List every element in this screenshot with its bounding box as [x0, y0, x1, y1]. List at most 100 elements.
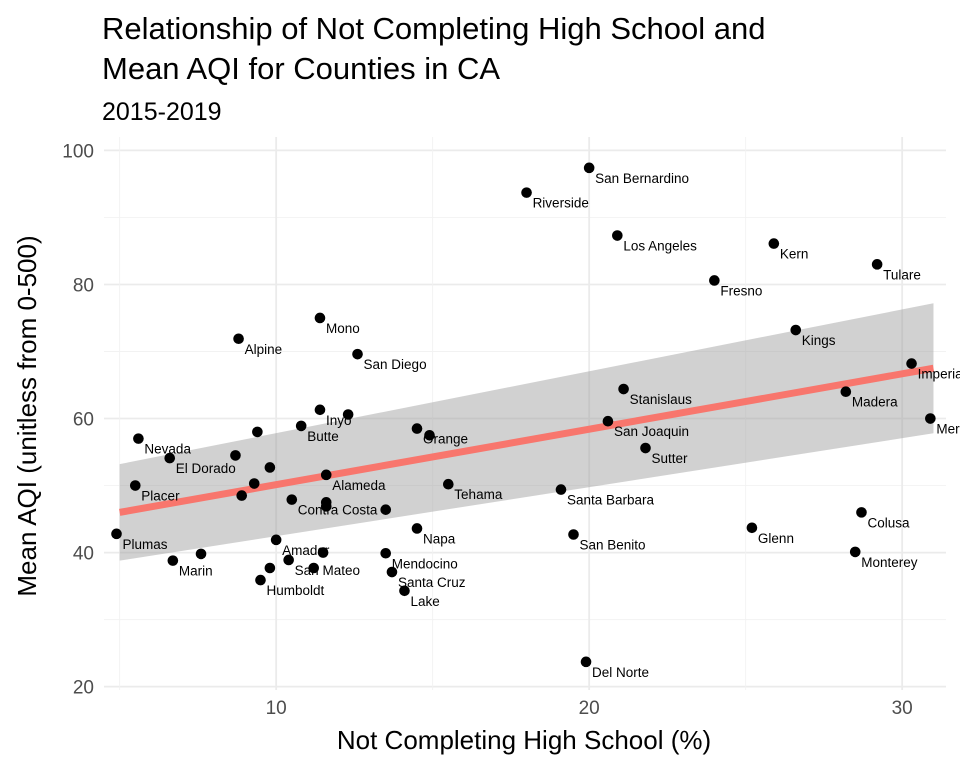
data-point — [167, 555, 179, 566]
y-axis-ticks: 20 40 60 80 100 — [62, 141, 94, 698]
data-point — [602, 415, 614, 427]
data-point — [768, 238, 780, 249]
data-point — [380, 547, 392, 559]
point-label: Orange — [423, 432, 468, 447]
point-label: Nevada — [144, 442, 191, 457]
data-point — [252, 426, 263, 438]
data-point — [612, 230, 623, 241]
data-point — [849, 546, 861, 558]
data-point — [386, 566, 398, 578]
point-label: Tulare — [883, 267, 921, 282]
y-tick-label: 100 — [62, 141, 94, 162]
data-point — [308, 562, 320, 574]
data-point — [443, 478, 454, 490]
data-point — [283, 554, 294, 566]
data-point — [320, 501, 332, 512]
x-tick-label: 30 — [892, 698, 913, 719]
point-label: San Benito — [580, 537, 646, 552]
data-point — [411, 523, 423, 534]
data-point — [133, 433, 144, 444]
point-label: Contra Costa — [298, 503, 378, 518]
point-label: Fresno — [720, 283, 762, 298]
data-point — [111, 528, 122, 540]
data-point — [230, 450, 241, 461]
y-tick-label: 80 — [73, 275, 94, 296]
data-point — [380, 504, 392, 515]
point-label: Marin — [179, 564, 213, 579]
point-label: Colusa — [867, 515, 910, 530]
x-axis-title: Not Completing High School (%) — [337, 725, 711, 755]
point-label: Alpine — [245, 342, 283, 357]
point-label: Sutter — [652, 451, 689, 466]
data-point — [746, 522, 758, 534]
point-label: Kings — [802, 333, 836, 348]
data-point — [195, 548, 207, 560]
data-point — [236, 490, 248, 501]
y-tick-label: 60 — [73, 410, 94, 431]
data-point — [342, 409, 354, 420]
point-label: Madera — [852, 395, 898, 410]
data-point — [424, 429, 435, 441]
point-label: Del Norte — [592, 665, 649, 680]
data-point — [264, 462, 276, 473]
data-point — [583, 162, 595, 174]
point-label: Los Angeles — [623, 239, 697, 254]
chart-subtitle: 2015-2019 — [102, 98, 222, 126]
data-point — [411, 423, 423, 434]
data-point — [233, 333, 244, 345]
data-point — [295, 420, 307, 432]
data-point — [255, 574, 266, 586]
data-point — [568, 529, 579, 540]
data-point — [352, 348, 363, 360]
point-label: Imperial — [918, 367, 960, 382]
point-label: San Joaquin — [614, 424, 689, 439]
data-point — [248, 478, 260, 489]
point-label: Butte — [307, 429, 339, 444]
point-label: Amador — [282, 543, 330, 558]
point-label: Kern — [780, 247, 809, 262]
point-label: Mendocino — [392, 556, 458, 571]
y-tick-label: 20 — [73, 678, 94, 699]
point-label: Mono — [326, 321, 360, 336]
point-label: El Dorado — [176, 461, 236, 476]
data-point — [521, 187, 532, 198]
data-point — [925, 413, 936, 424]
point-label: Glenn — [758, 531, 794, 546]
data-point — [399, 585, 410, 597]
point-label: Inyo — [326, 413, 352, 428]
data-point — [314, 312, 326, 324]
x-tick-label: 20 — [579, 698, 600, 719]
point-label: Plumas — [123, 537, 168, 552]
point-label: San Diego — [364, 357, 427, 372]
chart-title-line-1: Relationship of Not Completing High Scho… — [102, 11, 765, 46]
data-points — [111, 162, 936, 668]
data-point — [856, 507, 867, 518]
data-point — [709, 275, 720, 286]
y-tick-label: 40 — [73, 544, 94, 565]
data-point — [871, 259, 883, 270]
confidence-band-area — [119, 303, 934, 561]
point-label: Santa Cruz — [398, 575, 466, 590]
data-point — [320, 469, 332, 481]
point-label: Santa Barbara — [567, 493, 655, 508]
x-tick-label: 10 — [266, 698, 287, 719]
point-label: Stanislaus — [630, 392, 693, 407]
point-label: Merced — [936, 422, 960, 437]
chart-title-line-2: Mean AQI for Counties in CA — [102, 51, 500, 86]
data-point — [840, 386, 852, 398]
point-label: Napa — [423, 531, 456, 546]
data-point — [317, 547, 329, 558]
point-label: Riverside — [533, 196, 589, 211]
point-label: Tehama — [454, 487, 503, 502]
data-point — [164, 452, 176, 464]
x-axis-ticks: 10 20 30 — [266, 698, 913, 719]
data-point — [790, 324, 802, 336]
y-axis-title: Mean AQI (unitless from 0-500) — [12, 235, 42, 596]
data-point — [130, 480, 141, 491]
data-point — [555, 484, 567, 495]
data-point — [906, 358, 917, 369]
data-point — [286, 494, 298, 505]
point-label: Alameda — [332, 478, 386, 493]
grid — [104, 137, 946, 690]
